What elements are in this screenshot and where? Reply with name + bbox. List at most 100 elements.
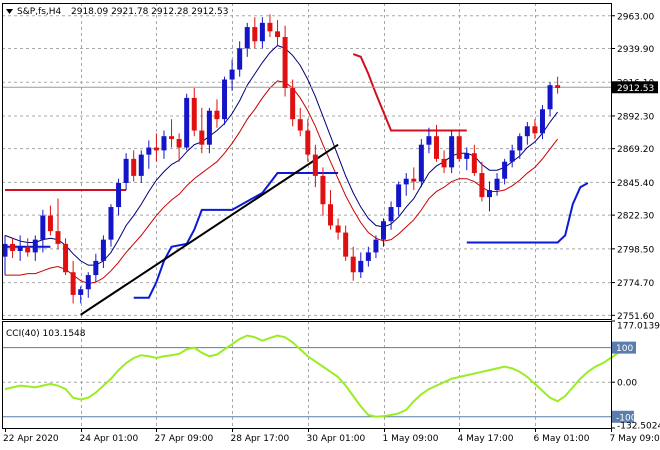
cci-level-tag [612,410,634,423]
candle-body [343,232,349,257]
candle-body [55,231,61,244]
price-tag-label: 2912.53 [617,84,654,94]
candle-body [524,126,530,137]
candle-body [426,136,432,145]
candle-body [229,69,235,80]
time-axis: 22 Apr 2020 24 Apr 01:00 27 Apr 09:00 28 Ap… [3,428,660,444]
candle-body [63,243,69,273]
candle-body [78,289,84,295]
candle-body [17,246,23,251]
cci-tick-label: -132.5024 [617,422,660,432]
stop-level-line [466,182,589,244]
cci-label: CCI(40) 103.1548 [6,329,86,339]
candle-body [161,136,167,151]
candle-body [184,97,190,148]
time-tick-label: 24 Apr 01:00 [80,434,139,444]
price-tick-label: 2892.30 [617,112,654,122]
cci-tick-label: 100 [616,344,633,354]
candle-body [403,178,409,185]
cci-level-tag [612,341,636,354]
price-panel-frame [2,3,612,320]
candle-body [85,275,91,290]
candle-body [10,243,16,251]
candle-body [486,190,492,198]
candle-body [418,144,424,182]
candle-body [138,154,144,176]
candle-body [123,158,129,183]
candles [2,14,561,304]
dropdown-triangle-icon[interactable] [6,9,13,14]
time-tick-label: 30 Apr 01:00 [307,434,366,444]
candle-body [365,252,371,261]
price-tick-label: 2963.00 [617,12,654,22]
candle-body [237,48,243,70]
candle-body [320,175,326,205]
price-tick-label: 2822.30 [617,212,654,222]
candle-body [358,260,364,273]
cci-panel-frame [2,321,612,429]
candle-body [25,246,31,253]
candle-body [108,207,114,240]
candle-body [411,178,417,182]
symbol-label: S&P,fs,H4 [17,7,62,17]
candle-body [2,243,8,257]
candle-body [214,110,220,120]
candle-body [290,88,296,120]
cci-line [4,334,634,418]
candle-body [70,272,76,295]
candle-body [464,153,470,159]
price-tick-label: 2939.90 [617,45,654,55]
candle-body [252,27,258,42]
price-tag-box [612,81,658,94]
candle-body [350,256,356,273]
price-tick-label: 2798.50 [617,245,654,255]
trendline [80,143,339,316]
candle-body [433,136,439,159]
time-tick-label: 27 Apr 09:00 [155,434,214,444]
candle-body [93,260,99,276]
candle-body [517,136,523,151]
candle-body [388,207,394,222]
candle-body [441,158,447,168]
candle-body [297,119,303,131]
time-tick-label: 28 Apr 17:00 [231,434,290,444]
candle-body [32,239,38,253]
candle-body [116,182,122,208]
candle-body [222,79,228,120]
candle-body [153,147,159,151]
candle-body [555,85,561,89]
time-tick-label: 6 May 01:00 [534,434,590,444]
panel-frames [2,3,612,429]
candle-body [456,136,462,159]
candle-body [176,139,182,148]
candle-body [191,97,197,131]
ohlc-label: 2918.09 2921.78 2912.28 2912.53 [71,7,228,17]
candle-body [146,147,152,155]
candle-body [509,150,515,162]
candle-body [169,136,175,140]
price-axis: 2963.002939.902916.102892.302869.202845.… [611,12,658,322]
cci-panel [2,334,634,418]
candle-body [206,110,212,145]
candle-body [40,215,46,240]
candle-body [373,239,379,253]
price-tick-label: 2869.20 [617,145,654,155]
candle-body [539,109,545,134]
time-tick-label: 4 May 17:00 [458,434,514,444]
candle-body [335,225,341,233]
cci-tick-label: -100 [616,413,637,423]
moving-average-line [5,80,559,285]
candle-body [47,215,53,232]
price-tick-label: 2845.40 [617,179,654,189]
candle-body [502,161,508,179]
candle-body [532,126,538,134]
stop-level-line [352,53,467,132]
candle-body [494,178,500,191]
time-tick-label: 22 Apr 2020 [3,434,59,444]
candle-body [199,130,205,145]
candle-body [328,204,334,226]
candle-body [312,154,318,176]
candle-body [282,37,288,89]
price-tick-label: 2774.70 [617,279,654,289]
